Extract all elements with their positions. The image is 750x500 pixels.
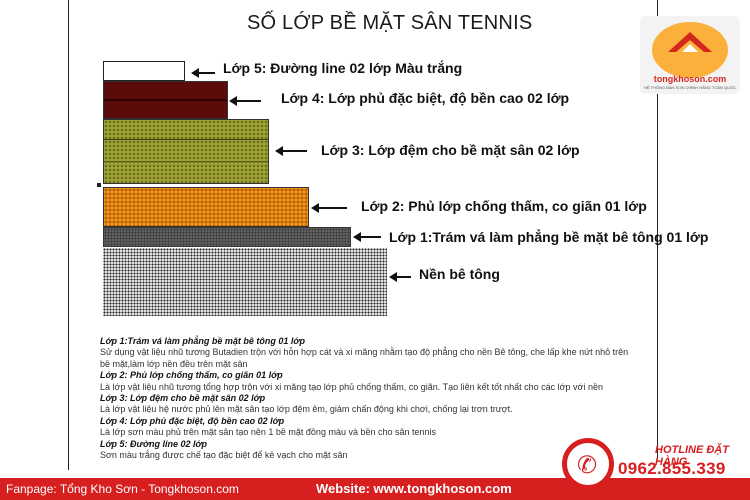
desc-heading-3: Lớp 3: Lớp đệm cho bề mặt sân 02 lớp [100, 393, 266, 404]
layer-4-coat [103, 81, 228, 119]
house-roof-icon [668, 32, 712, 52]
label-layer-2: Lớp 2: Phủ lớp chống thấm, co giãn 01 lớ… [361, 198, 647, 214]
phone-badge: ✆ [562, 438, 614, 490]
footer-fanpage[interactable]: Fanpage: Tổng Kho Sơn - Tongkhoson.com [6, 482, 239, 496]
arrow-layer-5 [191, 68, 215, 78]
desc-text-5: Sơn màu trắng được chế tạo đặc biệt để k… [100, 450, 348, 461]
label-layer-1: Lớp 1:Trám vá làm phẳng bề mặt bê tông 0… [389, 229, 709, 245]
desc-text-1: Sử dụng vật liệu nhũ tương Butadien trộn… [100, 347, 629, 369]
label-concrete: Nền bê tông [419, 266, 500, 282]
arrow-layer-1 [353, 232, 381, 242]
logo-tagline: HỆ THỐNG BÁN SƠN CHÍNH HÃNG TOÀN QUỐC [643, 85, 737, 90]
arrow-layer-4 [229, 96, 261, 106]
brand-logo[interactable]: tongkhoson.com HỆ THỐNG BÁN SƠN CHÍNH HÃ… [640, 16, 740, 94]
hotline-title: HOTLINE ĐẶT HÀNG [655, 444, 729, 468]
hotline-widget[interactable]: HOTLINE ĐẶT HÀNG 0962.855.339 ✆ [560, 436, 750, 500]
label-layer-3: Lớp 3: Lớp đệm cho bề mặt sân 02 lớp [321, 142, 580, 158]
desc-text-3: Là lớp vật liệu hệ nước phủ lên mặt sân … [100, 404, 513, 415]
layer-5-line [103, 61, 185, 81]
phone-icon: ✆ [577, 452, 598, 479]
desc-text-2: Là lớp vật liệu nhũ tương tổng hợp trộn … [100, 381, 603, 392]
hotline-number-box [600, 458, 750, 478]
diagram-title: SỐ LỚP BỀ MẶT SÂN TENNIS [247, 12, 533, 34]
layer-1-leveling [103, 227, 351, 247]
label-layer-4: Lớp 4: Lớp phủ đặc biệt, độ bền cao 02 l… [281, 90, 570, 106]
label-layer-5: Lớp 5: Đường line 02 lớp Màu trắng [223, 60, 463, 76]
layer-3-cushion [103, 119, 269, 184]
arrow-concrete [389, 272, 411, 282]
layer-concrete-base [103, 248, 387, 316]
desc-heading-4: Lớp 4: Lớp phủ đặc biệt, độ bền cao 02 l… [100, 415, 285, 426]
marker-dot [97, 183, 101, 187]
footer-website[interactable]: Website: www.tongkhoson.com [316, 481, 512, 496]
layer-descriptions: Lớp 1:Trám vá làm phẳng bề mặt bê tông 0… [100, 336, 640, 461]
desc-text-4: Là lớp sơn màu phủ trên mặt sân tạo nên … [100, 427, 437, 438]
desc-heading-2: Lớp 2: Phủ lớp chống thấm, co giãn 01 lớ… [100, 370, 283, 381]
arrow-layer-3 [275, 146, 307, 156]
diagram-sheet: SỐ LỚP BỀ MẶT SÂN TENNIS Lớp 5: Đường li… [68, 0, 708, 470]
footer-bar: Fanpage: Tổng Kho Sơn - Tongkhoson.com W… [0, 478, 750, 500]
layer-2-waterproof [103, 187, 309, 227]
desc-heading-1: Lớp 1:Trám vá làm phẳng bề mặt bê tông 0… [100, 336, 305, 346]
arrow-layer-2 [311, 203, 347, 213]
logo-brand-text: tongkhoson.com [653, 74, 727, 84]
desc-heading-5: Lớp 5: Đường line 02 lớp [100, 438, 208, 449]
hotline-number[interactable]: 0962.855.339 [618, 459, 726, 478]
